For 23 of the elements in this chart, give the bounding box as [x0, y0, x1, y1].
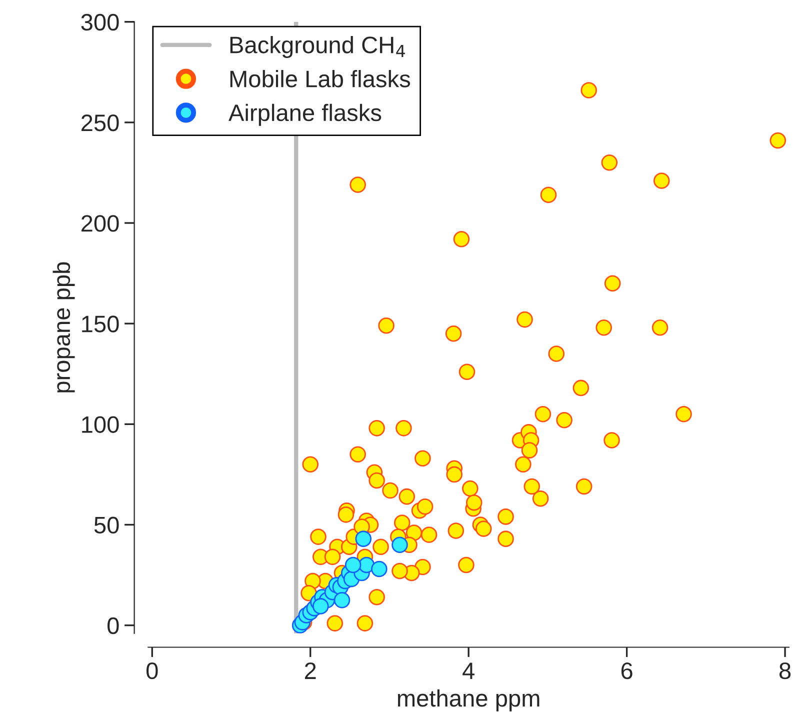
x-axis-title: methane ppm — [398, 689, 540, 712]
y-tick-label: 100 — [82, 416, 119, 433]
y-tick-label: 0 — [108, 617, 119, 634]
x-tick-label: 0 — [146, 662, 158, 680]
point — [371, 560, 388, 578]
y-tick-label: 300 — [81, 14, 119, 31]
legend-label: Airplane flasks — [228, 104, 382, 126]
point — [312, 598, 329, 614]
legend-label: Mobile Lab flasks — [230, 70, 410, 88]
y-tick-label: 250 — [82, 114, 119, 132]
y-tick-label: 50 — [94, 516, 119, 534]
x-tick-label: 4 — [462, 662, 474, 679]
point — [334, 592, 350, 608]
y-tick-label: 150 — [82, 316, 119, 332]
y-axis-title: propane ppb — [52, 262, 75, 392]
y-tick-label: 200 — [82, 215, 119, 232]
x-tick-label: 8 — [779, 662, 791, 680]
x-tick-label: 2 — [304, 662, 316, 679]
x-tick-label: 6 — [621, 662, 632, 680]
point — [392, 536, 408, 553]
point — [344, 556, 362, 574]
ref-line-label: Background CH$_{4}$ — [230, 36, 405, 58]
point — [355, 530, 372, 547]
